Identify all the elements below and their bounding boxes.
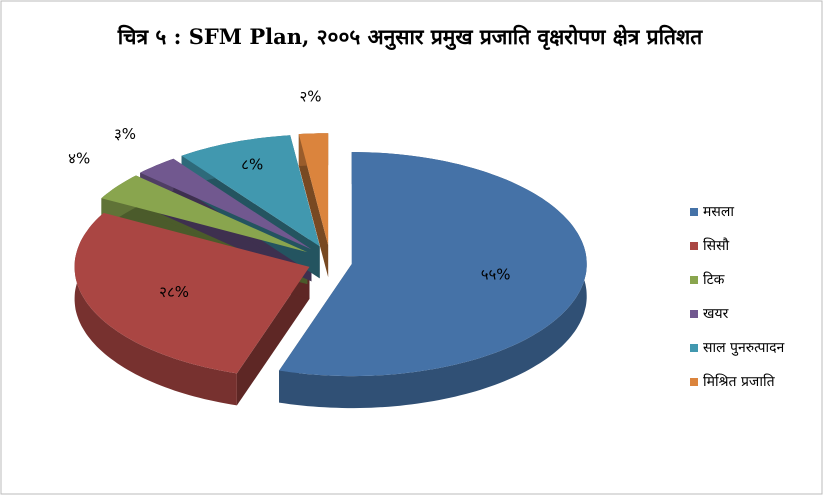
legend-swatch	[690, 344, 698, 352]
data-label: २८%	[159, 283, 189, 301]
legend-label: खयर	[703, 306, 729, 322]
slice-side	[298, 134, 329, 278]
slice	[181, 135, 320, 247]
legend-swatch	[690, 378, 698, 386]
slice-wall	[74, 212, 237, 406]
slice-wall	[279, 152, 587, 409]
legend-label: मसला	[703, 204, 734, 220]
legend-swatch	[690, 208, 698, 216]
data-label: ५५%	[481, 265, 511, 283]
slice	[74, 212, 310, 374]
legend-swatch	[690, 310, 698, 318]
slice	[140, 158, 312, 250]
slice	[101, 175, 308, 253]
slice	[279, 152, 587, 377]
legend-label: सिसौ	[703, 237, 730, 254]
legend-label: टिक	[703, 271, 725, 288]
slice	[298, 133, 329, 246]
legend-swatch	[690, 242, 698, 250]
slice-side	[236, 266, 310, 406]
legend-swatch	[690, 276, 698, 284]
chart-title: चित्र ५ : SFM Plan, २००५ अनुसार प्रमुख प…	[117, 24, 703, 49]
data-label: ४%	[68, 150, 90, 168]
data-label: २%	[300, 88, 322, 106]
data-label: ८%	[241, 156, 263, 174]
data-label: ३%	[114, 125, 136, 143]
legend-label: मिश्रित प्रजाति	[703, 373, 776, 390]
legend-label: साल पुनरुत्पादन	[703, 340, 784, 356]
